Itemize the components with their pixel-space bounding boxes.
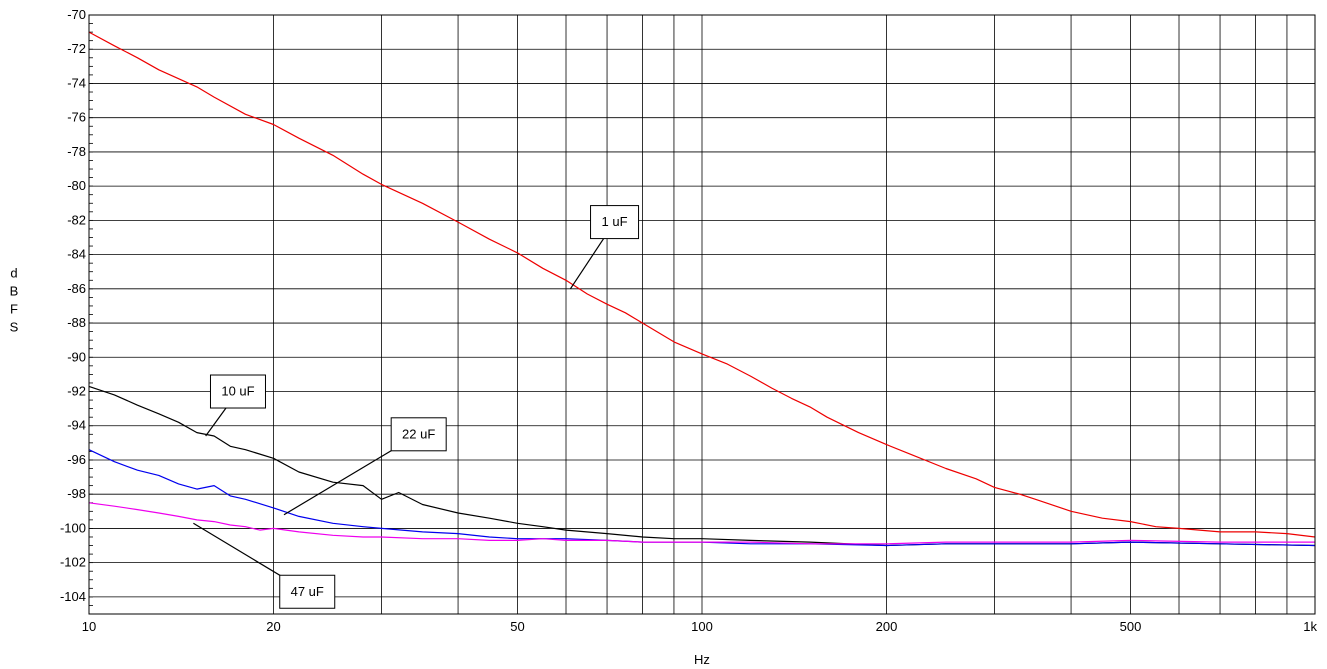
annotation-label: 10 uF xyxy=(221,384,254,399)
y-tick-label: -70 xyxy=(67,7,86,22)
y-tick-label: -84 xyxy=(67,247,86,262)
y-axis-title-char: d xyxy=(10,266,17,281)
y-tick-label: -96 xyxy=(67,452,86,467)
annotation-box xyxy=(390,417,447,452)
x-tick-label: 100 xyxy=(691,619,713,634)
annotation-layer: 1 uF 10 uF 22 uF 47 uF xyxy=(193,205,640,609)
annotation-label: 47 uF xyxy=(291,584,324,599)
y-tick-label: -78 xyxy=(67,144,86,159)
y-tick-labels: -70 -72 -74 -76 -78 -80 -82 -84 -86 -88 -90 -92 -94 -… xyxy=(60,7,86,604)
y-tick-label: -72 xyxy=(67,41,86,56)
y-tick-label: -80 xyxy=(67,178,86,193)
x-tick-label: 1k xyxy=(1303,619,1317,634)
x-tick-label: 10 xyxy=(82,619,96,634)
y-tick-label: -100 xyxy=(60,520,86,535)
x-tick-label: 50 xyxy=(510,619,524,634)
x-axis-title: Hz xyxy=(694,652,710,667)
x-tick-label: 200 xyxy=(876,619,898,634)
y-tick-label: -82 xyxy=(67,212,86,227)
annotation-box xyxy=(279,574,336,609)
y-tick-label: -94 xyxy=(67,418,86,433)
series-line xyxy=(88,31,1316,538)
y-tick-label: -104 xyxy=(60,589,86,604)
y-tick-label: -74 xyxy=(67,75,86,90)
series-line xyxy=(88,449,1316,547)
x-tick-label: 20 xyxy=(266,619,280,634)
y-tick-label: -90 xyxy=(67,349,86,364)
y-tick-label: -88 xyxy=(67,315,86,330)
y-tick-label: -102 xyxy=(60,555,86,570)
series-line xyxy=(88,502,1315,545)
y-axis-title-char: S xyxy=(10,320,19,335)
x-tick-labels: 10 20 50 100 200 500 1k xyxy=(82,619,1318,634)
grid xyxy=(88,14,1316,615)
annotation-box xyxy=(209,374,266,409)
y-tick-label: -86 xyxy=(67,281,86,296)
series-layer xyxy=(88,31,1316,547)
x-tick-label: 500 xyxy=(1120,619,1142,634)
y-tick-label: -76 xyxy=(67,110,86,125)
plot-frame xyxy=(88,14,1316,615)
annotation-label: 1 uF xyxy=(602,214,628,229)
y-axis-title-char: F xyxy=(10,302,18,317)
annotation-label: 22 uF xyxy=(402,426,435,441)
y-axis-title-char: B xyxy=(10,284,19,299)
y-tick-label: -92 xyxy=(67,384,86,399)
annotation-box xyxy=(590,205,640,240)
y-tick-label: -98 xyxy=(67,486,86,501)
